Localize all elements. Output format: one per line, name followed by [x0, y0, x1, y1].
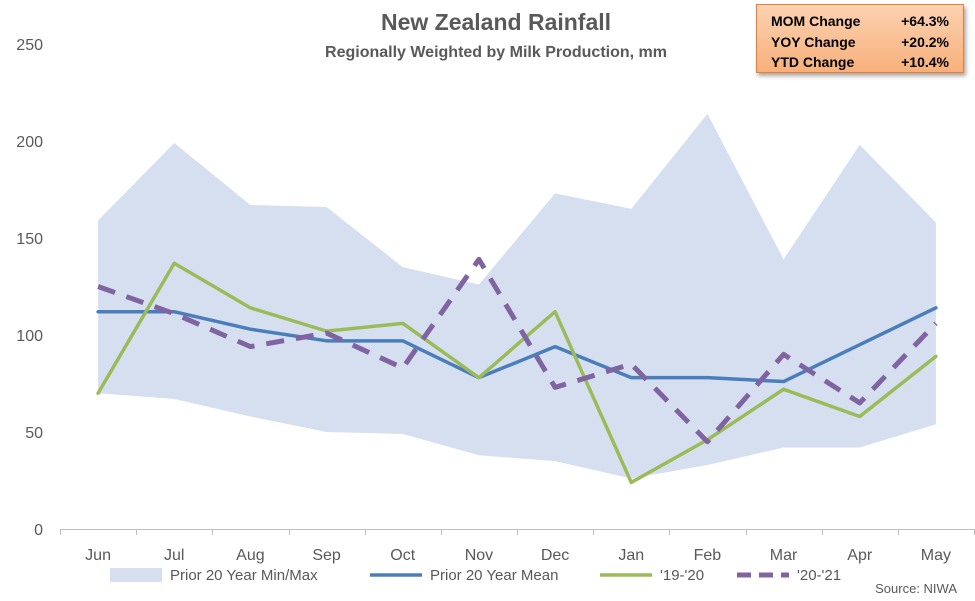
stat-row-ytd: YTD Change +10.4% — [771, 52, 949, 73]
stat-value: +20.2% — [901, 33, 949, 50]
legend: Prior 20 Year Min/Max Prior 20 Year Mean '… — [110, 567, 841, 584]
y-tick-labels: 0 50 100 150 200 250 — [16, 37, 43, 539]
x-tick-label: Oct — [390, 547, 415, 564]
legend-swatch-band — [110, 568, 162, 582]
y-tick-label: 250 — [16, 37, 43, 54]
y-tick-label: 100 — [16, 328, 43, 345]
series-line — [97, 256, 938, 445]
change-stats-box: MOM Change +64.3% YOY Change +20.2% YTD … — [756, 4, 964, 73]
stat-label: MOM Change — [771, 13, 861, 29]
x-tick-label: Dec — [541, 547, 569, 564]
x-tick-label: Jan — [618, 547, 644, 564]
source-note: Source: NIWA — [875, 581, 957, 596]
stat-row-mom: MOM Change +64.3% — [771, 11, 949, 32]
chart-title: New Zealand Rainfall — [381, 9, 611, 35]
series-layer — [96, 256, 938, 485]
y-tick-label: 200 — [16, 134, 43, 151]
x-tick-label: Feb — [694, 547, 722, 564]
x-tick-label: Nov — [465, 547, 493, 564]
min-max-band-layer — [98, 113, 936, 479]
stat-value: +10.4% — [901, 54, 949, 70]
x-tick-label: Sep — [312, 547, 341, 564]
x-tick-label: Aug — [236, 547, 264, 564]
stat-label: YTD Change — [771, 54, 855, 70]
x-tick-labels: Jun Jul Aug Sep Oct Nov Dec Jan Feb Mar Apr May — [85, 547, 951, 564]
y-tick-label: 0 — [34, 522, 43, 539]
min-max-band — [98, 113, 936, 479]
x-tick-label: Mar — [770, 547, 798, 564]
legend-label: Prior 20 Year Min/Max — [170, 567, 318, 584]
x-tick-label: Jun — [85, 547, 111, 564]
x-tick-label: Apr — [847, 547, 873, 564]
axis-layer — [60, 529, 975, 535]
legend-label: '20-'21 — [797, 567, 841, 584]
stat-value: +64.3% — [901, 13, 949, 29]
x-tick-label: Jul — [164, 547, 184, 564]
series-line — [96, 306, 938, 384]
y-tick-label: 50 — [25, 425, 43, 442]
stat-row-yoy: YOY Change +20.2% — [771, 32, 949, 53]
legend-label: Prior 20 Year Mean — [430, 567, 558, 584]
legend-label: '19-'20 — [660, 567, 704, 584]
x-tick-label: May — [921, 547, 951, 564]
series-line — [96, 261, 938, 485]
chart-subtitle: Regionally Weighted by Milk Production, … — [325, 44, 667, 61]
y-tick-label: 150 — [16, 231, 43, 248]
stat-label: YOY Change — [771, 33, 856, 50]
